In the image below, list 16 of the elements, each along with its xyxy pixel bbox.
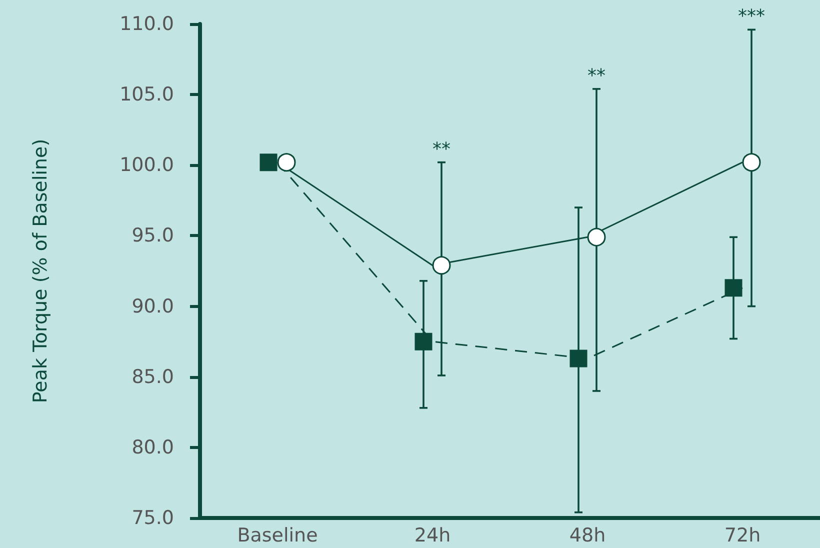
x-tick-label: 72h — [724, 524, 761, 546]
y-tick-label: 80.0 — [132, 436, 174, 458]
annotation: ** — [588, 65, 606, 86]
x-tick-label: Baseline — [237, 524, 318, 546]
y-axis-title: Peak Torque (% of Baseline) — [30, 138, 52, 404]
y-tick-label: 110.0 — [120, 13, 174, 35]
y-tick-label: 90.0 — [132, 295, 174, 318]
y-tick-label: 100.0 — [120, 154, 174, 176]
x-tick-label: 24h — [414, 524, 451, 546]
annotation: *** — [738, 6, 765, 28]
y-tick-label: 75.0 — [132, 507, 174, 529]
annotation: ** — [432, 138, 450, 160]
x-tick-label: 48h — [569, 524, 606, 546]
y-tick-label: 105.0 — [120, 84, 174, 106]
y-tick-label: 85.0 — [132, 366, 174, 388]
y-tick-label: 95.0 — [132, 224, 174, 247]
